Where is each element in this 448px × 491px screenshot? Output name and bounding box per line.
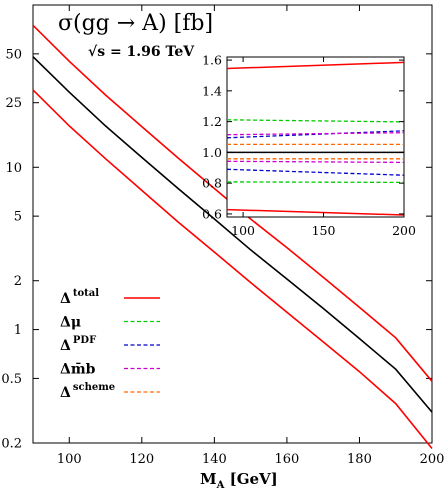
series-line-lower bbox=[32, 89, 433, 450]
x-axis-label: MA [GeV] bbox=[200, 470, 278, 491]
y-tick-label: 5 bbox=[14, 210, 22, 225]
legend-label: Δμ bbox=[60, 315, 81, 331]
x-tick-label: 200 bbox=[420, 452, 445, 467]
inset-line-total bbox=[226, 208, 405, 216]
main-plot bbox=[32, 4, 433, 444]
legend-label: Δm̄b bbox=[60, 362, 96, 378]
inset-line-PDF bbox=[226, 168, 405, 176]
y-tick-label: 25 bbox=[5, 96, 22, 111]
y-tick-label: 50 bbox=[5, 47, 22, 62]
y-tick-label: 1 bbox=[14, 323, 22, 338]
y-tick-label: 10 bbox=[5, 161, 22, 176]
inset-y-tick-label: 0.6 bbox=[202, 206, 222, 221]
inset-x-tick-label: 100 bbox=[231, 223, 255, 238]
series-line-central bbox=[32, 56, 433, 413]
inset-x-tick-label: 200 bbox=[392, 223, 416, 238]
inset-line-mb bbox=[226, 132, 405, 136]
y-tick-label: 0.2 bbox=[1, 437, 22, 452]
x-tick-label: 160 bbox=[274, 452, 299, 467]
chart-title: σ(gg → A) [fb] bbox=[58, 11, 213, 36]
inset-y-tick-label: 1.4 bbox=[202, 83, 222, 98]
inset-plot: 100 150 200 0.6 0.8 1.0 1.2 1.4 1.6 bbox=[202, 53, 416, 238]
inset-y-tick-label: 0.8 bbox=[202, 176, 222, 191]
chart-subtitle: √s = 1.96 TeV bbox=[88, 44, 195, 60]
x-tick-label: 100 bbox=[57, 452, 82, 467]
inset-x-tick-label: 150 bbox=[312, 223, 336, 238]
legend-label: Δ PDF bbox=[60, 335, 96, 354]
inset-y-tick-label: 1.6 bbox=[202, 53, 222, 68]
inset-y-tick-label: 1.0 bbox=[202, 145, 222, 160]
inset-line-total bbox=[226, 61, 405, 70]
inset-line-mu bbox=[226, 119, 405, 123]
y-tick-label: 0.5 bbox=[1, 372, 22, 387]
main-plot-frame bbox=[32, 4, 433, 444]
inset-line-PDF bbox=[226, 130, 405, 139]
inset-y-tick-label: 1.2 bbox=[202, 114, 222, 129]
y-tick-label: 2 bbox=[14, 274, 22, 289]
x-tick-label: 140 bbox=[202, 452, 227, 467]
x-tick-label: 120 bbox=[129, 452, 154, 467]
inset-line-mu bbox=[226, 181, 405, 184]
x-tick-label: 180 bbox=[347, 452, 372, 467]
inset-line-mb bbox=[226, 160, 405, 164]
